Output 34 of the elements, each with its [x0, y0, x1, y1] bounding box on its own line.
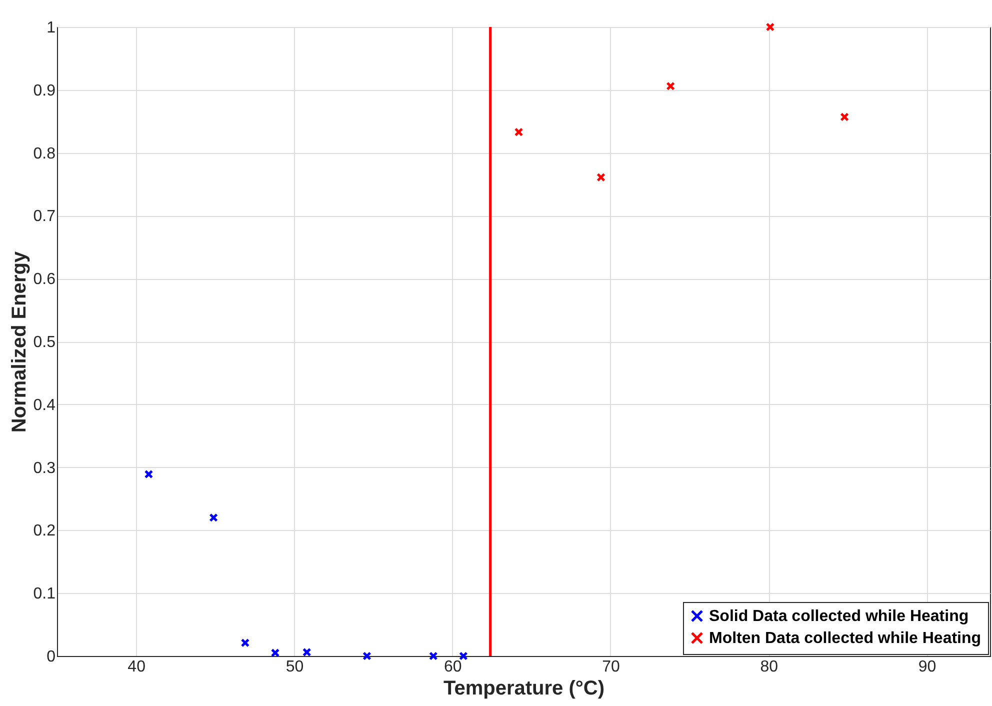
legend-label: Molten Data collected while Heating	[709, 630, 982, 647]
point	[270, 648, 280, 658]
y-tick-label: 0.9	[33, 82, 56, 100]
legend-label: Solid Data collected while Heating	[709, 608, 969, 625]
x-tick-label: 50	[286, 658, 304, 676]
point	[209, 513, 218, 522]
point	[666, 82, 675, 91]
y-tick-label: 1	[46, 20, 56, 36]
point	[458, 652, 468, 660]
y-tick-label: 0.4	[33, 396, 56, 414]
x-tick-label: 40	[128, 658, 146, 676]
y-tick-label: 0.2	[33, 522, 56, 540]
x-tick-label: 90	[918, 658, 936, 676]
point	[240, 638, 250, 648]
x-tick-label: 70	[602, 658, 620, 676]
point	[840, 112, 849, 122]
y-tick-label: 0	[46, 648, 56, 666]
y-tick-label: 0.3	[33, 460, 56, 477]
point	[766, 22, 775, 32]
y-tick-label: 0.5	[33, 334, 56, 351]
point	[514, 128, 524, 136]
y-tick-label: 0.7	[33, 208, 56, 226]
point	[144, 470, 154, 479]
point	[596, 172, 606, 182]
x-axis-title: Temperature (°C)	[444, 678, 604, 700]
x-tick-label: 60	[444, 658, 462, 676]
y-tick-label: 0.8	[33, 145, 56, 162]
y-tick-label: 0.6	[33, 271, 56, 288]
point	[302, 648, 312, 657]
point	[362, 652, 372, 660]
x-tick-label: 80	[760, 658, 778, 676]
point	[428, 652, 438, 660]
y-tick-label: 0.1	[33, 586, 56, 603]
y-axis-title: Normalized Energy	[8, 250, 30, 433]
